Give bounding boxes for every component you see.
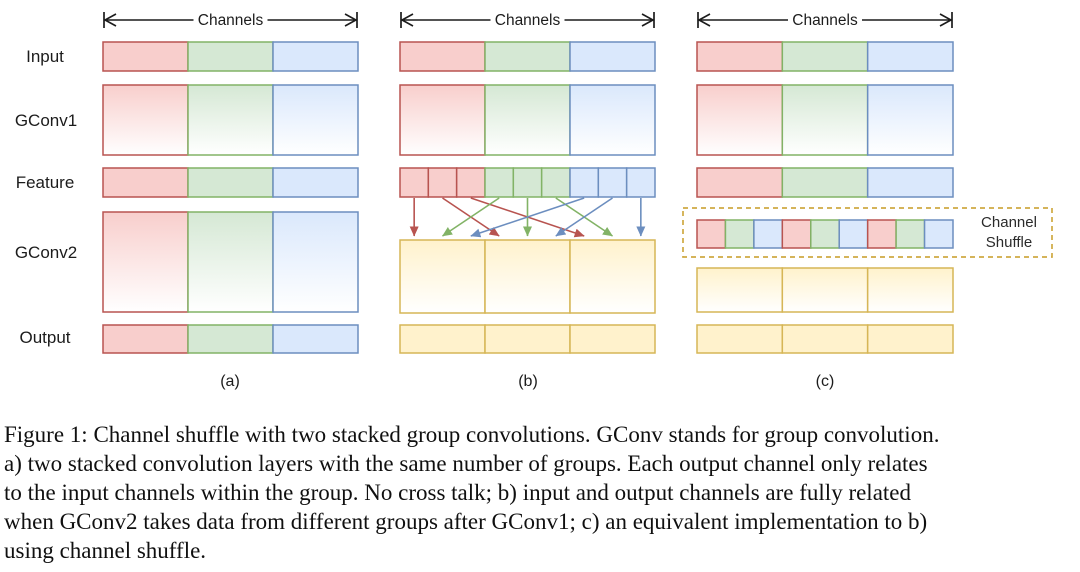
shuffle-arrow-green-4 [442, 197, 500, 237]
channels-arrowhead-left-icon [400, 13, 414, 27]
channels-label: Channels [495, 12, 561, 29]
row-label-feature: Feature [15, 173, 75, 192]
panel-b-gconv2-cell-2-yellow [484, 239, 571, 314]
panel-b-gconv2-cell-1-yellow [399, 239, 486, 314]
channel-shuffle-label: Channel Shuffle [981, 213, 1037, 253]
panel-c-feature-cell-1-red [696, 167, 784, 198]
panel-a-gconv1-cell-1-red [102, 84, 189, 156]
panel-c-input-cell-1-red [696, 41, 784, 72]
row-label-input: Input [26, 47, 64, 66]
channel-shuffle-box [682, 207, 1053, 258]
panel-c-input-cell-3-blue [866, 41, 954, 72]
panel-a-feature-cell-2-green [187, 167, 274, 198]
channels-arrow-a: Channels [103, 10, 358, 30]
diagram-svg: Channels Channels Channels [102, 10, 1053, 354]
panel-a-gconv1-cell-2-green [187, 84, 274, 156]
caption-line-1: Figure 1: Channel shuffle with two stack… [4, 422, 940, 447]
shuffle-arrow-blue-8 [555, 197, 613, 237]
caption-line-3: to the input channels within the group. … [4, 480, 912, 505]
panel-b-feature-cell-1-red [399, 167, 430, 198]
panel-a-output-cell-3-blue [272, 324, 359, 354]
panel-b-gconv1-cell-3-blue [569, 84, 656, 156]
panel-a-input-cell-1-red [102, 41, 189, 72]
panel-b-output-cell-1-yellow [399, 324, 486, 354]
panel-b-gconv1-cell-1-red [399, 84, 486, 156]
panel-a-gconv2-cell-1-red [102, 211, 189, 313]
panel-b-output-cell-3-yellow [569, 324, 656, 354]
panel-c-gconv1-cell-1-red [696, 84, 784, 156]
panel-b-input-cell-2-green [484, 41, 571, 72]
panel-b-input-cell-3-blue [569, 41, 656, 72]
panel-b-feature-cell-8-blue [597, 167, 628, 198]
panel-c-output-cell-1-yellow [696, 324, 784, 354]
channels-arrow-b: Channels [400, 10, 655, 30]
panel-label-a: (a) [220, 373, 240, 390]
shuffle-arrow-blue-7 [470, 197, 585, 238]
caption-line-4: when GConv2 takes data from different gr… [4, 509, 928, 534]
panel-b-feature-cell-6-green [540, 167, 571, 198]
caption-line-5: using channel shuffle. [4, 538, 207, 563]
panel-b-feature-cell-4-green [484, 167, 515, 198]
channels-label-bg [490, 10, 565, 30]
panel-b-input-cell-1-red [399, 41, 486, 72]
channel-shuffle-label-line2: Shuffle [985, 234, 1033, 251]
panel-c-shuffled-cell-5-green [810, 219, 840, 249]
panel-c-shuffled-cell-1-red [696, 219, 727, 249]
panel-c-output-cell-2-yellow [781, 324, 869, 354]
panel-c-shuffled-cell-2-green [724, 219, 755, 249]
panel-b-feature-cell-5-green [512, 167, 543, 198]
figure-caption: Figure 1: Channel shuffle with two stack… [4, 420, 1078, 565]
panel-a-input-cell-3-blue [272, 41, 359, 72]
panel-c-gconv2-cell-1-yellow [696, 267, 784, 313]
panel-a-input-cell-2-green [187, 41, 274, 72]
panel-c-shuffled-cell-7-red [866, 219, 897, 249]
panel-b-gconv1-cell-2-green [484, 84, 571, 156]
panel-a-feature-cell-1-red [102, 167, 189, 198]
panel-c-gconv2-cell-2-yellow [781, 267, 869, 313]
panel-c-shuffled-cell-9-blue [923, 219, 954, 249]
panel-b-feature-cell-9-blue [625, 167, 656, 198]
channels-arrowhead-right-icon [641, 13, 655, 27]
panel-c-gconv1-cell-3-blue [866, 84, 954, 156]
panel-b-feature-cell-3-red [455, 167, 486, 198]
channels-label: Channels [792, 12, 858, 29]
panel-b-feature-cell-2-red [427, 167, 458, 198]
channel-shuffle-label-line1: Channel [981, 214, 1037, 231]
panel-a-gconv2-cell-3-blue [272, 211, 359, 313]
panel-a-output-cell-2-green [187, 324, 274, 354]
channels-label: Channels [198, 12, 264, 29]
panel-a-output-cell-1-red [102, 324, 189, 354]
channels-arrowhead-left-icon [697, 13, 711, 27]
panel-c-shuffled-cell-6-blue [838, 219, 869, 249]
panel-label-c: (c) [815, 373, 835, 390]
row-label-gconv2: GConv2 [14, 243, 78, 262]
panel-c-feature-cell-2-green [781, 167, 869, 198]
row-label-gconv1: GConv1 [14, 111, 78, 130]
channels-arrowhead-left-icon [103, 13, 117, 27]
panel-c-feature-cell-3-blue [866, 167, 954, 198]
channels-arrowhead-right-icon [344, 13, 358, 27]
panel-c-input-cell-2-green [781, 41, 869, 72]
panel-a-feature-cell-3-blue [272, 167, 359, 198]
panel-label-b: (b) [518, 373, 538, 390]
caption-line-2: a) two stacked convolution layers with t… [4, 451, 928, 476]
panel-a-gconv1-cell-3-blue [272, 84, 359, 156]
panel-c-shuffled-cell-3-blue [753, 219, 784, 249]
panel-b-gconv2-cell-3-yellow [569, 239, 656, 314]
channels-label-bg [788, 10, 862, 30]
panel-c-output-cell-3-yellow [866, 324, 954, 354]
panel-c-shuffled-cell-4-red [781, 219, 812, 249]
panel-b-output-cell-2-yellow [484, 324, 571, 354]
panel-b-feature-cell-7-blue [569, 167, 600, 198]
panel-c-gconv1-cell-2-green [781, 84, 869, 156]
channels-arrow-c: Channels [697, 10, 953, 30]
channels-arrowhead-right-icon [939, 13, 953, 27]
panel-c-gconv2-cell-3-yellow [866, 267, 954, 313]
panel-a-gconv2-cell-2-green [187, 211, 274, 313]
channels-label-bg [193, 10, 268, 30]
row-label-output: Output [19, 328, 71, 347]
panel-c-shuffled-cell-8-green [895, 219, 926, 249]
